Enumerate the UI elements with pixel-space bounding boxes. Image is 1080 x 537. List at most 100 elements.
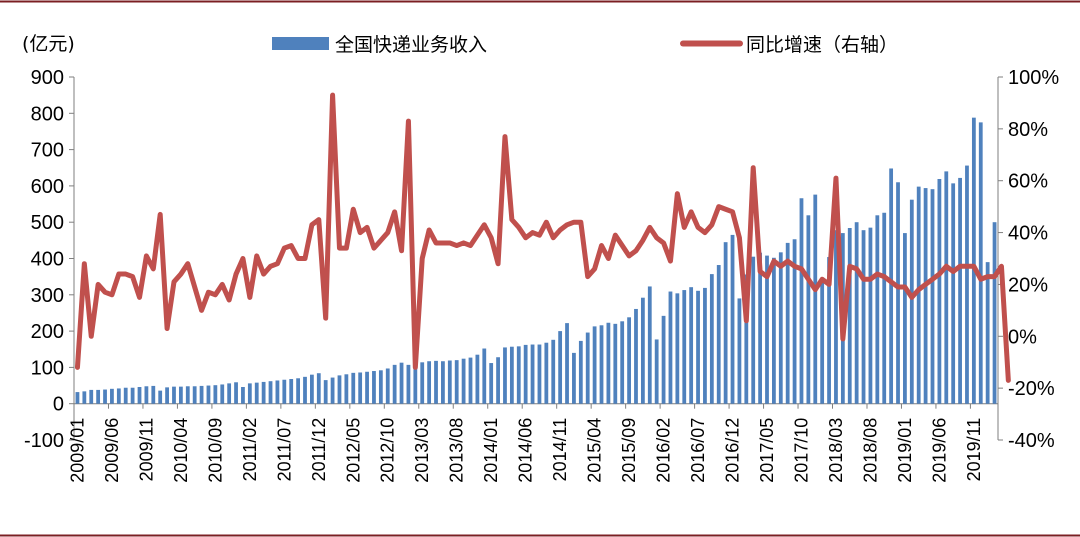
bar [454,360,459,404]
bar [151,385,156,404]
x-tick-label: 2010/04 [171,418,191,483]
bar [861,230,866,404]
bar [213,385,218,404]
plot-area: 900 800 700 600 500 400 300 200 100 0 -100 100% 80% 6… [24,67,1059,483]
bar [778,252,783,404]
bar [771,257,776,404]
bar [420,362,425,404]
bar [682,290,687,404]
bar [316,373,321,404]
bar [978,122,983,404]
x-tick-label: 2018/03 [826,418,846,483]
bar [551,339,556,404]
bar [730,234,735,404]
x-tick-label: 2014/06 [516,418,536,483]
bar [696,290,700,404]
bar [330,377,335,404]
x-tick-label: 2014/01 [481,418,501,483]
x-tick-label: 2012/05 [343,418,363,483]
bar [675,293,680,404]
bar [220,384,225,404]
left-tick-label: 200 [31,321,64,343]
bar [385,368,390,404]
left-tick-label: -100 [24,430,64,452]
x-tick-label: 2016/02 [654,418,674,483]
bar [537,344,542,404]
bar [937,179,942,404]
bar [503,347,507,404]
left-tick-label: 800 [31,103,64,125]
bar [103,389,107,404]
bar [654,339,659,404]
bar [965,165,969,404]
bar [89,389,94,404]
bar [365,371,369,404]
bar [130,387,135,404]
bar [709,274,714,404]
bar [544,342,549,404]
bar [647,286,652,404]
x-tick-label: 2010/09 [205,418,225,483]
bar [606,322,611,404]
bar [123,387,128,404]
bar [261,381,266,404]
left-tick-label: 500 [31,212,64,234]
bar [661,315,666,404]
right-tick-label: 80% [1008,119,1048,141]
legend-line-label: 同比增速（右轴） [746,34,898,56]
bar [165,387,169,404]
bar [578,340,583,404]
bar [806,215,811,404]
x-tick-label: 2019/06 [929,418,949,483]
bar [351,372,356,404]
bar [613,323,618,404]
bar [303,376,307,404]
x-tick-label: 2013/03 [412,418,432,483]
bar [820,281,825,404]
x-tick-label: 2017/05 [757,418,777,483]
bar [620,321,625,404]
bar [930,189,935,404]
bar [344,374,349,404]
bar [827,257,831,404]
bar [296,378,301,404]
bar [75,392,80,404]
bar [372,371,376,404]
right-tick-label: -20% [1008,378,1055,400]
x-tick-label: 2011/02 [240,418,260,482]
bar [744,274,749,404]
bar [847,228,852,404]
bar [951,183,956,404]
bar [785,242,790,404]
bar [234,382,238,404]
bar [158,390,163,404]
bar [958,177,962,404]
left-tick-label: 0 [53,394,64,416]
bar [282,379,287,404]
x-tick-label: 2012/10 [378,418,398,483]
bar [178,386,183,404]
x-tick-label: 2019/01 [895,418,915,483]
right-tick-label: 60% [1008,171,1048,193]
bar [523,344,528,404]
bar [765,255,769,404]
bar [199,385,204,404]
bar [792,239,797,404]
right-tick-label: 0% [1008,326,1037,348]
x-tick-label: 2016/07 [688,418,708,483]
x-tick-label: 2009/06 [102,418,122,483]
bar [530,344,535,404]
legend-bar-label: 全国快递业务收入 [335,34,487,56]
bar [275,380,280,404]
x-tick-label: 2009/01 [67,418,87,483]
bar [916,186,921,404]
left-tick-label: 400 [31,249,64,271]
left-tick-label: 600 [31,176,64,198]
bar [716,265,721,404]
bar [703,287,707,404]
bar [882,212,887,404]
right-tick-label: -40% [1008,430,1055,452]
bar [447,360,452,404]
bar [758,252,763,404]
x-tick-label: 2018/08 [860,418,880,483]
